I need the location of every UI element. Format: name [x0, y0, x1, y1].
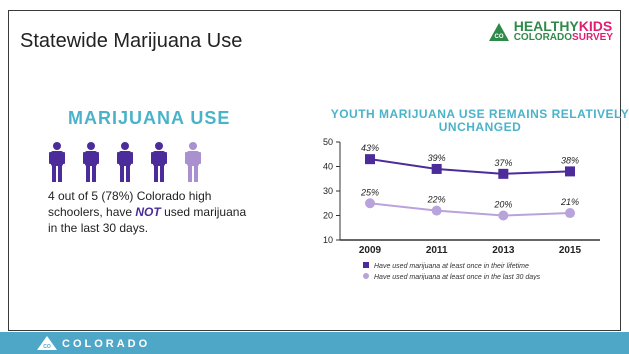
data-point — [431, 163, 442, 174]
data-point — [565, 166, 575, 177]
people-icons — [49, 142, 201, 187]
data-point — [365, 154, 375, 165]
person-icon — [117, 142, 133, 187]
y-tick-label: 10 — [323, 235, 333, 245]
person-icon — [49, 142, 65, 187]
legend-marker — [363, 273, 369, 279]
data-label: 20% — [493, 200, 512, 210]
marijuana-use-heading: MARIJUANA USE — [68, 108, 231, 128]
data-label: 39% — [428, 153, 446, 163]
statistic-text: 4 out of 5 (78%) Colorado high schoolers… — [48, 189, 247, 235]
person-icon — [83, 142, 99, 187]
logo-text-healthy: HEALTHY — [513, 18, 579, 34]
svg-text:CO: CO — [494, 34, 503, 40]
series-line — [369, 158, 571, 175]
data-point — [498, 168, 509, 179]
line-chart: 10 20 30 40 50 2009 2011 2013 2015 43% 39% 37% 38% 25… — [323, 137, 600, 280]
legend-label: Have used marijuana at least once in the… — [374, 274, 541, 280]
data-label: 37% — [494, 158, 512, 168]
not-emphasis: NOT — [135, 205, 161, 219]
data-label: 38% — [561, 155, 579, 165]
data-point — [365, 198, 375, 209]
footer-bar: CO COLORADO — [0, 332, 629, 354]
data-label: 25% — [360, 187, 379, 197]
data-point — [431, 205, 442, 216]
data-point — [565, 208, 575, 219]
x-tick-label: 2015 — [559, 245, 582, 256]
slide-frame — [8, 10, 621, 331]
x-tick-label: 2009 — [359, 245, 382, 256]
person-icon — [185, 142, 201, 187]
legend-label: Have used marijuana at least once in the… — [374, 263, 529, 270]
logo-text-kids: KIDS — [578, 18, 613, 34]
y-tick-label: 20 — [323, 211, 333, 221]
x-tick-label: 2011 — [426, 245, 448, 256]
legend-marker — [363, 262, 369, 268]
logo-text-survey: SURVEY — [572, 32, 613, 43]
data-label: 21% — [560, 197, 579, 207]
y-tick-label: 50 — [323, 137, 333, 147]
slide-title: Statewide Marijuana Use — [20, 30, 243, 52]
data-point — [498, 210, 509, 221]
x-tick-label: 2013 — [492, 245, 515, 256]
chart-title: YOUTH MARIJUANA USE REMAINS RELATIVELY U… — [330, 107, 629, 134]
logo-text-colorado: COLORADO — [513, 32, 573, 43]
y-tick-label: 40 — [323, 162, 333, 172]
svg-text:CO: CO — [43, 344, 51, 350]
series-line — [369, 202, 571, 217]
y-tick-label: 30 — [323, 186, 333, 196]
data-label: 22% — [427, 195, 446, 205]
footer-colorado-text: COLORADO — [62, 338, 151, 350]
mountain-logo-icon: CO — [488, 23, 509, 41]
person-icon — [151, 142, 167, 187]
healthy-kids-logo: CO HEALTHYKIDS COLORADOSURVEY — [488, 18, 613, 44]
data-label: 43% — [361, 143, 379, 153]
mountain-footer-icon: CO — [37, 336, 57, 350]
